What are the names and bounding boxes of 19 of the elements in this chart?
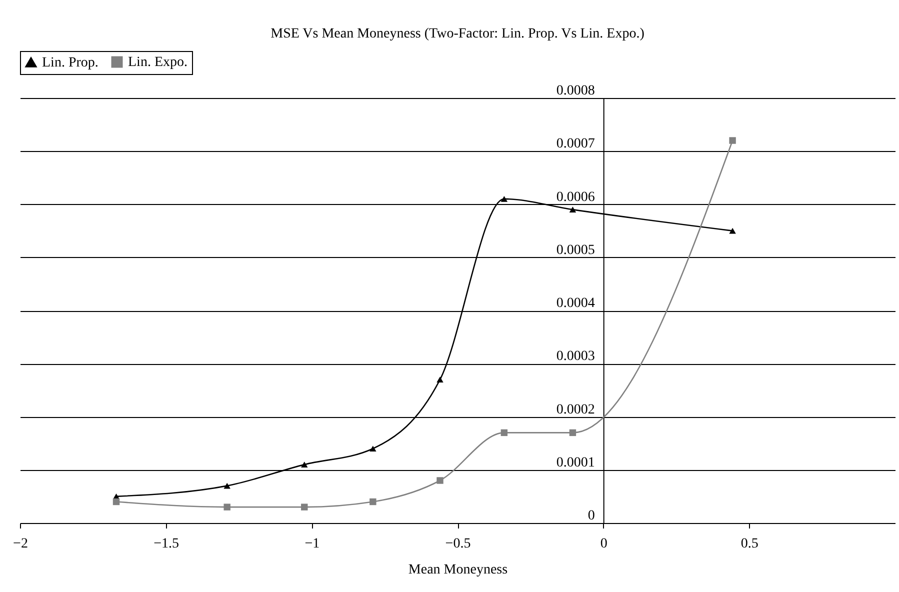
x-tick-label: 0 bbox=[600, 536, 608, 552]
x-tick-label: −2 bbox=[13, 536, 28, 552]
legend-label: Lin. Expo. bbox=[128, 55, 188, 70]
x-tick-label: −1.5 bbox=[154, 536, 180, 552]
y-tick-label: 0.0002 bbox=[556, 402, 595, 418]
y-tick-label: 0.0001 bbox=[556, 455, 595, 470]
x-axis-title: Mean Moneyness bbox=[408, 562, 508, 578]
x-tick-label: 0.5 bbox=[740, 536, 758, 552]
chart-title: MSE Vs Mean Moneyness (Two-Factor: Lin. Prop. Vs Lin. Expo.) bbox=[270, 26, 645, 42]
x-tick-label: −1 bbox=[304, 536, 320, 552]
y-tick-label: 0.0008 bbox=[556, 84, 595, 98]
y-tick-label: 0.0004 bbox=[556, 296, 595, 311]
y-tick-label: 0.0006 bbox=[556, 190, 595, 205]
y-tick-label: 0.0007 bbox=[556, 136, 595, 152]
y-tick-label: 0.0005 bbox=[556, 242, 595, 258]
x-tick-label: −0.5 bbox=[445, 536, 471, 552]
y-tick-label: 0.0003 bbox=[556, 349, 595, 364]
legend-label: Lin. Prop. bbox=[42, 55, 98, 70]
y-tick-label: 0 bbox=[588, 508, 595, 524]
